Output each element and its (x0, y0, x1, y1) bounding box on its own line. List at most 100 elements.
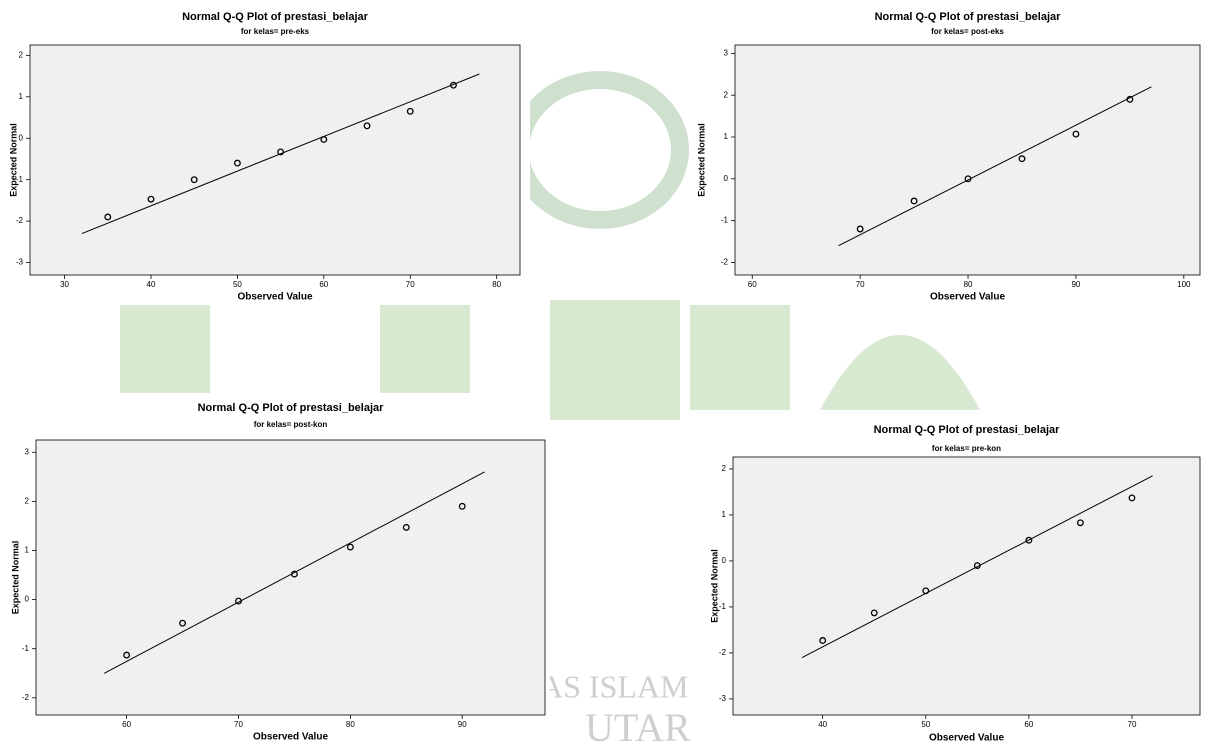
point (856, 225, 864, 233)
y-tick-label: -1 (721, 216, 729, 225)
y-tick-label: 0 (724, 174, 729, 183)
y-tick-label: -2 (721, 258, 729, 267)
y-tick-label: 3 (724, 48, 729, 57)
x-tick-label: 90 (458, 720, 467, 729)
reference-line (838, 86, 1152, 247)
point (123, 651, 131, 659)
chart-title: Normal Q-Q Plot of prestasi_belajar (182, 11, 369, 23)
x-tick-label: 40 (818, 720, 827, 729)
y-tick-label: -1 (719, 602, 727, 611)
x-tick-label: 60 (748, 280, 757, 289)
y-tick-label: -3 (719, 694, 727, 703)
point (973, 562, 981, 569)
x-tick-label: 70 (406, 280, 415, 289)
y-axis-label: Expected Normal (696, 123, 706, 197)
x-tick-label: 80 (346, 720, 355, 729)
watermark-shape (550, 300, 680, 420)
chart-subtitle: for kelas= pre-kon (932, 444, 1001, 453)
point (964, 175, 972, 183)
point (819, 637, 827, 644)
point (1018, 155, 1026, 163)
point (147, 195, 155, 203)
point (104, 213, 112, 221)
x-tick-label: 60 (319, 280, 328, 289)
point (290, 570, 298, 578)
watermark-text: UTAR (585, 705, 691, 746)
y-tick-label: -1 (16, 175, 24, 184)
x-tick-label: 70 (856, 280, 865, 289)
x-axis-label: Observed Value (930, 292, 1005, 303)
y-tick-label: 1 (25, 546, 30, 555)
y-tick-label: -2 (16, 216, 24, 225)
chart-title: Normal Q-Q Plot of prestasi_belajar (874, 424, 1061, 436)
x-axis-label: Observed Value (253, 732, 328, 743)
point (233, 159, 241, 167)
plot-area (29, 44, 521, 276)
x-tick-label: 80 (492, 280, 501, 289)
y-tick-label: -1 (22, 644, 30, 653)
y-tick-label: 2 (724, 90, 729, 99)
watermark-text: AS ISLAM (540, 668, 688, 704)
reference-line (104, 471, 485, 674)
x-tick-label: 30 (60, 280, 69, 289)
y-tick-label: 1 (722, 510, 727, 519)
y-axis-label: Expected Normal (8, 123, 18, 197)
reference-line (81, 73, 480, 235)
chart-title: Normal Q-Q Plot of prestasi_belajar (198, 402, 385, 414)
y-tick-label: 3 (25, 447, 30, 456)
x-tick-label: 60 (1024, 720, 1033, 729)
plot-area (734, 44, 1201, 276)
point (190, 176, 198, 184)
point (1128, 494, 1136, 502)
chart-subtitle: for kelas= post-kon (254, 420, 328, 429)
x-tick-label: 60 (122, 720, 131, 729)
point (450, 81, 457, 89)
plot-area (732, 456, 1201, 716)
point (1025, 536, 1033, 544)
point (922, 587, 930, 595)
x-axis-label: Observed Value (237, 292, 312, 303)
point (1072, 130, 1080, 138)
y-tick-label: 1 (19, 92, 24, 101)
y-tick-label: -3 (16, 258, 24, 267)
watermark-shape (820, 335, 980, 410)
y-tick-label: 2 (722, 464, 727, 473)
reference-line (801, 475, 1153, 658)
y-tick-label: 2 (19, 50, 24, 59)
x-tick-label: 70 (1128, 720, 1137, 729)
chart-subtitle: for kelas= post-eks (931, 27, 1004, 36)
y-tick-label: -2 (22, 693, 30, 702)
point (1076, 519, 1084, 527)
point (406, 107, 414, 115)
watermark-logo (511, 71, 689, 229)
y-tick-label: 0 (19, 133, 24, 142)
point (402, 523, 410, 531)
x-tick-label: 50 (921, 720, 930, 729)
point (179, 619, 186, 627)
x-tick-label: 40 (147, 280, 156, 289)
watermark-shape (690, 300, 790, 410)
y-tick-label: 0 (722, 556, 727, 565)
point (277, 148, 285, 156)
x-tick-label: 100 (1177, 280, 1191, 289)
y-tick-label: 0 (25, 595, 30, 604)
x-tick-label: 50 (233, 280, 242, 289)
point (235, 597, 242, 605)
plot-area (35, 439, 546, 716)
x-tick-label: 80 (964, 280, 973, 289)
point (458, 502, 466, 510)
y-tick-label: 2 (25, 496, 30, 505)
x-tick-label: 90 (1071, 280, 1080, 289)
point (346, 543, 354, 551)
x-tick-label: 70 (234, 720, 243, 729)
y-axis-label: Expected Normal (709, 549, 719, 623)
y-axis-label: Expected Normal (10, 541, 20, 615)
y-tick-label: -2 (719, 648, 727, 657)
point (1126, 95, 1134, 103)
chart-title: Normal Q-Q Plot of prestasi_belajar (875, 11, 1062, 23)
